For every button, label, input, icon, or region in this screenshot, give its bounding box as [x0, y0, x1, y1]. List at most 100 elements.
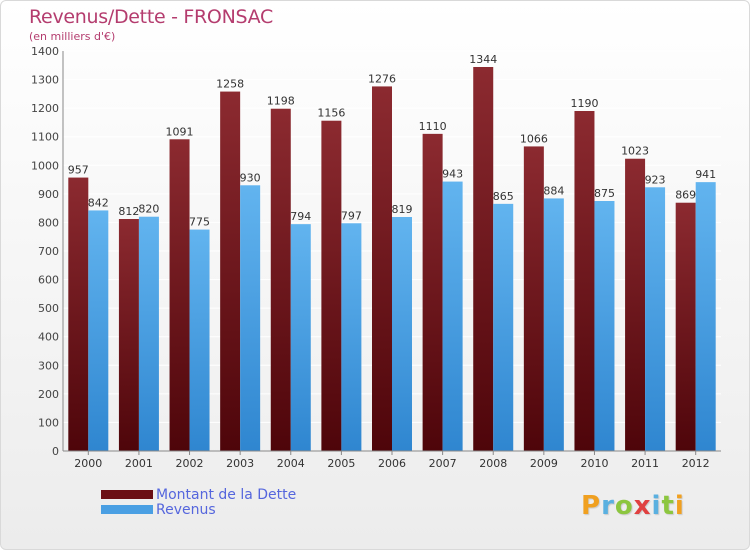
- legend-item-dette: Montant de la Dette: [101, 486, 297, 503]
- data-label-revenus-2001: 820: [138, 203, 159, 216]
- data-label-revenus-2003: 930: [240, 171, 261, 184]
- bar-revenus-2011: [645, 187, 666, 452]
- chart-subtitle: (en milliers d'€): [29, 30, 116, 43]
- y-tick-label: 600: [38, 274, 59, 287]
- y-tick-label: 800: [38, 216, 59, 229]
- logo-letter: i: [651, 491, 662, 521]
- bar-dette-2011: [625, 158, 646, 451]
- data-label-dette-2003: 1258: [216, 78, 244, 91]
- x-tick-label: 2008: [479, 457, 507, 470]
- data-label-dette-2011: 1023: [621, 145, 649, 158]
- x-tick-label: 2003: [226, 457, 254, 470]
- bar-dette-2001: [118, 219, 139, 451]
- logo-letter: t: [661, 491, 675, 521]
- legend-swatch-revenus: [101, 505, 153, 514]
- bar-revenus-2006: [392, 217, 412, 451]
- y-tick-label: 1100: [31, 131, 59, 144]
- data-label-revenus-2010: 875: [594, 187, 615, 200]
- x-tick-label: 2004: [277, 457, 305, 470]
- x-tick-label: 2002: [176, 457, 204, 470]
- bar-dette-2012: [675, 202, 696, 451]
- x-tick-label: 2009: [530, 457, 558, 470]
- x-tick-label: 2007: [429, 457, 457, 470]
- bar-revenus-2012: [695, 182, 716, 451]
- bar-dette-2000: [68, 177, 89, 452]
- logo-letter: i: [674, 491, 685, 521]
- bar-revenus-2004: [290, 224, 311, 451]
- bars: [68, 67, 716, 452]
- data-label-dette-2005: 1156: [317, 107, 345, 120]
- bar-dette-2005: [321, 120, 342, 451]
- y-tick-label: 200: [38, 388, 59, 401]
- data-label-revenus-2007: 943: [442, 168, 463, 181]
- data-label-revenus-2009: 884: [543, 184, 564, 197]
- data-label-dette-2001: 812: [118, 205, 139, 218]
- data-label-dette-2009: 1066: [520, 132, 548, 145]
- data-label-dette-2000: 957: [68, 164, 89, 177]
- logo-letter: x: [633, 491, 652, 521]
- bar-dette-2008: [473, 67, 494, 451]
- y-tick-label: 300: [38, 359, 59, 372]
- logo-letter: o: [614, 491, 634, 521]
- data-label-dette-2007: 1110: [419, 120, 447, 133]
- y-tick-label: 900: [38, 188, 59, 201]
- y-tick-label: 1000: [31, 159, 59, 172]
- bar-dette-2002: [169, 139, 190, 452]
- data-label-dette-2006: 1276: [368, 72, 396, 85]
- bar-revenus-2000: [88, 210, 109, 451]
- y-tick-label: 700: [38, 245, 59, 258]
- x-tick-label: 2000: [74, 457, 102, 470]
- logo-letter: P: [581, 491, 602, 521]
- proxiti-logo: Proxiti: [581, 491, 685, 521]
- legend-label-dette: Montant de la Dette: [156, 486, 297, 503]
- bar-dette-2007: [422, 133, 443, 451]
- y-tick-label: 400: [38, 331, 59, 344]
- bar-dette-2006: [372, 86, 392, 451]
- data-label-revenus-2011: 923: [645, 173, 666, 186]
- bar-dette-2004: [270, 108, 291, 451]
- y-axis-ticks: 0 100 200 300 400 500 600 700 800 900 1000 1100 1200…: [31, 45, 59, 458]
- bar-revenus-2007: [442, 181, 463, 452]
- bar-dette-2010: [574, 111, 595, 451]
- bar-dette-2009: [523, 146, 544, 451]
- data-label-dette-2008: 1344: [469, 53, 497, 66]
- bar-revenus-2002: [189, 229, 210, 451]
- y-tick-label: 0: [52, 445, 59, 458]
- y-tick-label: 1300: [31, 74, 59, 87]
- x-tick-label: 2011: [631, 457, 659, 470]
- bar-dette-2003: [220, 91, 241, 452]
- x-tick-label: 2012: [682, 457, 710, 470]
- data-label-revenus-2008: 865: [493, 190, 514, 203]
- data-label-dette-2012: 869: [675, 189, 696, 202]
- data-label-dette-2010: 1190: [570, 97, 598, 110]
- data-label-dette-2002: 1091: [166, 125, 194, 138]
- legend-label-revenus: Revenus: [156, 501, 216, 518]
- y-tick-label: 500: [38, 302, 59, 315]
- x-tick-label: 2005: [327, 457, 355, 470]
- data-label-revenus-2004: 794: [290, 210, 311, 223]
- logo-letter: r: [601, 491, 615, 521]
- x-axis-ticks: 2000 2001 2002 2003 2004 2005 2006 2007 2008 2009…: [74, 451, 710, 470]
- y-tick-label: 1400: [31, 45, 59, 58]
- legend-item-revenus: Revenus: [101, 501, 296, 518]
- bar-revenus-2009: [543, 198, 564, 451]
- data-label-revenus-2012: 941: [695, 168, 716, 181]
- legend-swatch-dette: [101, 490, 153, 499]
- bar-revenus-2003: [240, 185, 261, 452]
- bar-revenus-2010: [594, 201, 615, 451]
- data-label-revenus-2002: 775: [189, 216, 210, 229]
- data-label-revenus-2005: 797: [341, 209, 362, 222]
- x-tick-label: 2010: [580, 457, 608, 470]
- data-label-dette-2004: 1198: [267, 95, 295, 108]
- y-tick-label: 100: [38, 416, 59, 429]
- chart-title: Revenus/Dette - FRONSAC: [29, 6, 273, 28]
- bar-revenus-2001: [138, 216, 159, 451]
- x-tick-label: 2001: [125, 457, 153, 470]
- data-labels: 957 842 812 820 1091 775 1258 930 1198 794 1156 797…: [68, 53, 716, 229]
- bar-revenus-2005: [341, 223, 362, 451]
- legend: Montant de la Dette Revenus: [101, 486, 297, 518]
- data-label-revenus-2000: 842: [88, 196, 109, 209]
- x-tick-label: 2006: [378, 457, 406, 470]
